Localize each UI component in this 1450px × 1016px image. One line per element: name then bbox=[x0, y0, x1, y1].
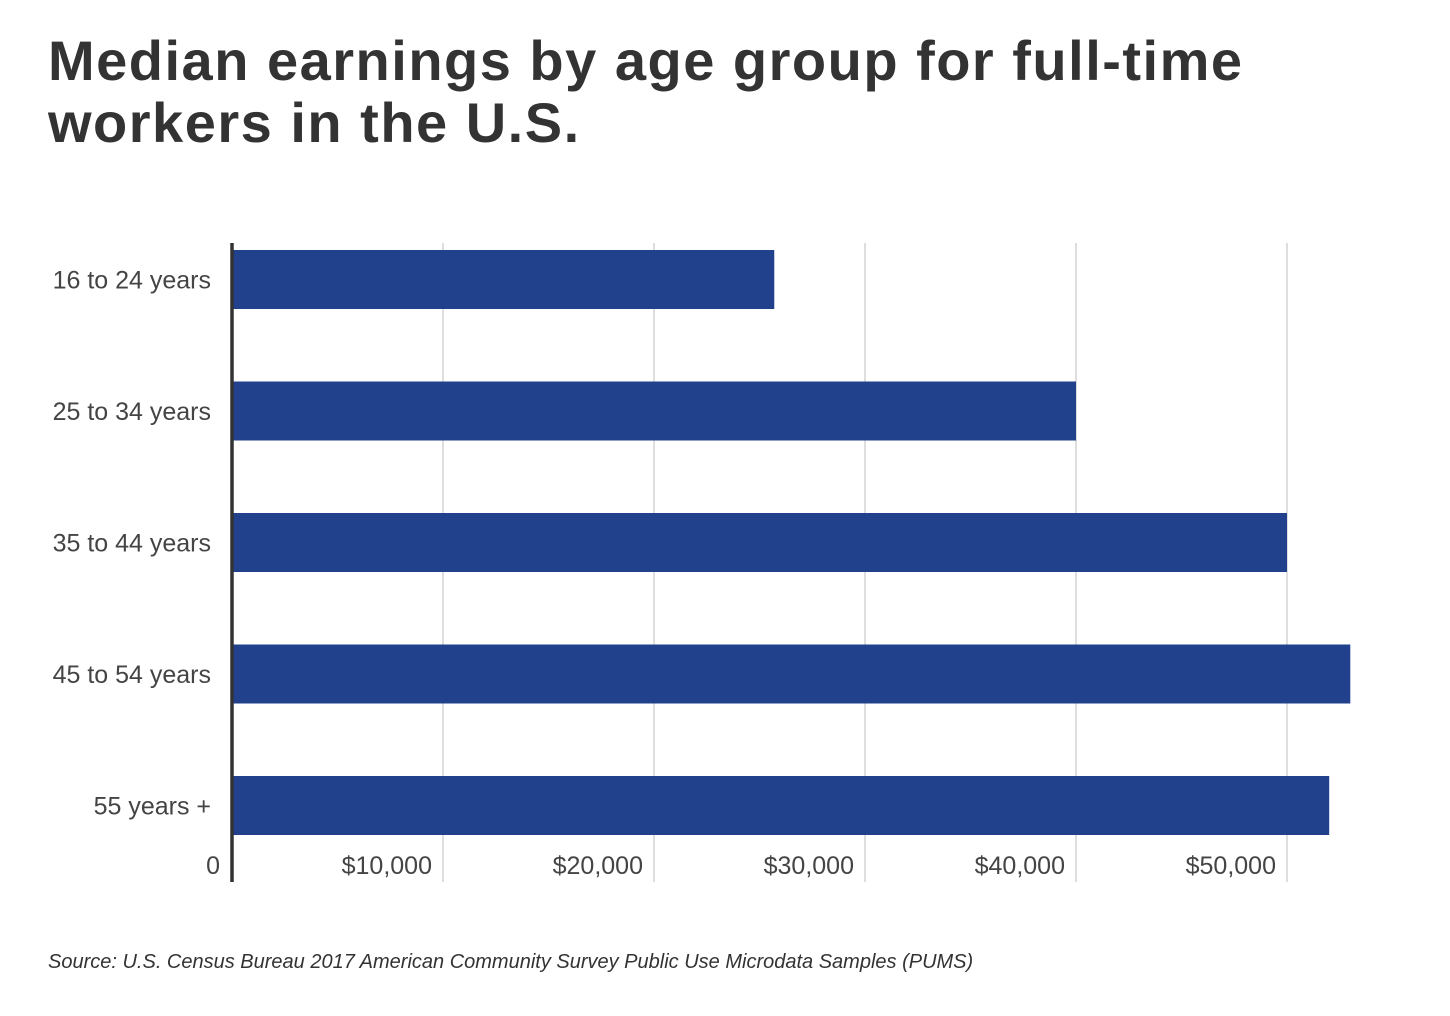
category-label: 45 to 54 years bbox=[53, 661, 211, 689]
chart-title: Median earnings by age group for full-ti… bbox=[48, 29, 1244, 154]
bar bbox=[232, 644, 1351, 704]
x-tick-label: $50,000 bbox=[1186, 852, 1276, 880]
category-label: 25 to 34 years bbox=[53, 398, 211, 426]
bar bbox=[232, 381, 1076, 441]
x-tick-label: $10,000 bbox=[342, 852, 432, 880]
bars bbox=[232, 250, 1351, 835]
bar bbox=[232, 513, 1287, 572]
x-tick-label: $20,000 bbox=[553, 852, 643, 880]
x-tick-label: $40,000 bbox=[975, 852, 1065, 880]
category-label: 35 to 44 years bbox=[53, 530, 211, 558]
category-labels: 16 to 24 years 25 to 34 years 35 to 44 yea… bbox=[53, 267, 211, 821]
x-tick-label: $30,000 bbox=[764, 852, 854, 880]
bar bbox=[232, 250, 775, 309]
bar bbox=[232, 776, 1330, 835]
source-note: Source: U.S. Census Bureau 2017 American… bbox=[48, 951, 974, 973]
x-tick-label: 0 bbox=[206, 852, 220, 880]
x-tick-labels: 0 $10,000 $20,000 $30,000 $40,000 $50,000 bbox=[206, 852, 1276, 880]
category-label: 55 years + bbox=[94, 793, 211, 821]
category-label: 16 to 24 years bbox=[53, 267, 211, 295]
